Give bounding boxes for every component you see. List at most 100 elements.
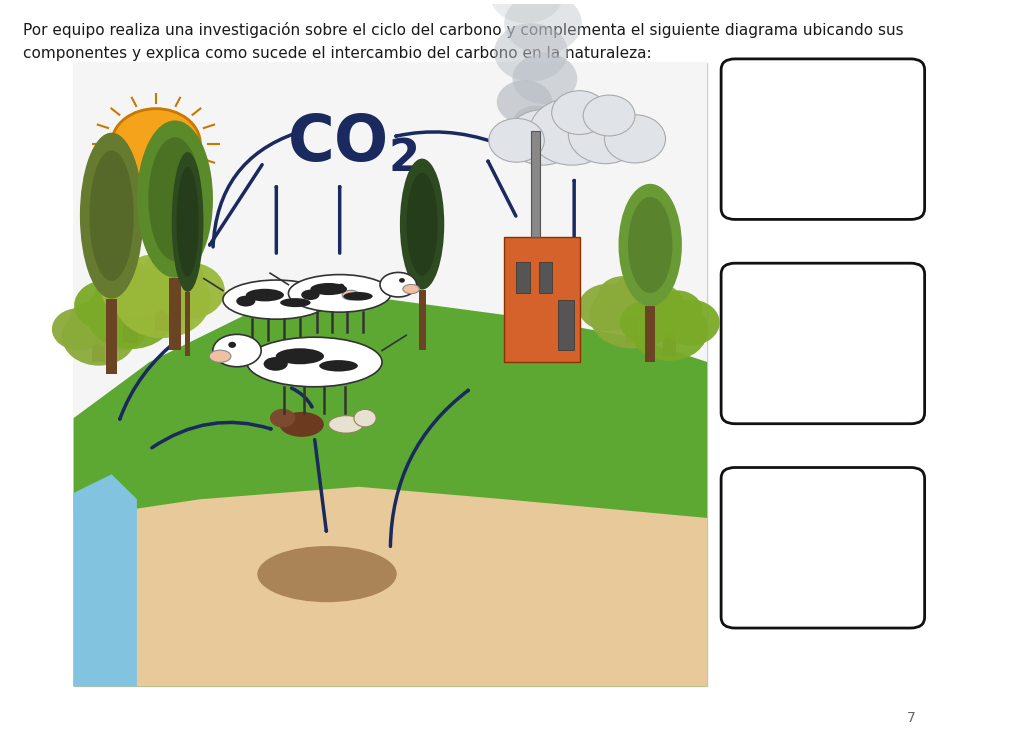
Text: 7: 7 — [906, 711, 916, 725]
Ellipse shape — [310, 283, 347, 295]
Circle shape — [399, 278, 405, 283]
Circle shape — [620, 300, 675, 345]
Circle shape — [87, 279, 175, 349]
Circle shape — [228, 342, 236, 348]
Ellipse shape — [264, 357, 288, 370]
Ellipse shape — [148, 137, 201, 261]
Polygon shape — [625, 316, 637, 343]
Circle shape — [92, 307, 147, 351]
Polygon shape — [93, 337, 105, 362]
Circle shape — [497, 80, 553, 124]
Circle shape — [82, 298, 130, 337]
Circle shape — [584, 95, 635, 136]
Ellipse shape — [246, 337, 383, 387]
Circle shape — [122, 279, 189, 331]
Ellipse shape — [320, 360, 358, 371]
Ellipse shape — [172, 152, 203, 292]
Circle shape — [652, 290, 702, 330]
Ellipse shape — [403, 284, 420, 294]
Circle shape — [507, 110, 577, 165]
Polygon shape — [123, 314, 138, 343]
Ellipse shape — [236, 296, 256, 306]
Circle shape — [124, 255, 181, 300]
Ellipse shape — [176, 167, 199, 277]
FancyBboxPatch shape — [558, 300, 574, 350]
FancyBboxPatch shape — [516, 262, 530, 294]
Circle shape — [489, 118, 544, 162]
FancyBboxPatch shape — [504, 237, 580, 362]
Circle shape — [494, 23, 568, 81]
Text: Síntesis del carbono: Síntesis del carbono — [753, 290, 893, 304]
Circle shape — [101, 263, 170, 318]
Polygon shape — [73, 300, 707, 686]
Ellipse shape — [628, 197, 672, 293]
Circle shape — [140, 251, 203, 300]
Ellipse shape — [301, 289, 320, 300]
Circle shape — [552, 91, 607, 134]
Ellipse shape — [280, 298, 310, 307]
Circle shape — [512, 53, 577, 104]
Circle shape — [338, 283, 344, 289]
Circle shape — [69, 301, 113, 337]
Circle shape — [578, 283, 638, 331]
Circle shape — [110, 269, 168, 314]
Ellipse shape — [209, 350, 231, 362]
FancyBboxPatch shape — [538, 262, 553, 294]
Ellipse shape — [319, 277, 357, 303]
Polygon shape — [73, 475, 137, 686]
FancyBboxPatch shape — [73, 63, 707, 686]
FancyBboxPatch shape — [721, 467, 925, 628]
Polygon shape — [169, 277, 181, 350]
Ellipse shape — [406, 173, 437, 275]
Text: Fijado del carbono: Fijado del carbono — [759, 494, 887, 508]
Ellipse shape — [258, 546, 397, 602]
Ellipse shape — [343, 292, 372, 300]
Circle shape — [630, 300, 708, 361]
Circle shape — [111, 108, 200, 179]
Ellipse shape — [90, 151, 134, 281]
FancyBboxPatch shape — [73, 63, 707, 449]
Circle shape — [114, 262, 210, 338]
Circle shape — [62, 307, 136, 365]
Polygon shape — [155, 300, 170, 331]
Circle shape — [153, 262, 225, 319]
Text: Por equipo realiza una investigación sobre el ciclo del carbono y complementa el: Por equipo realiza una investigación sob… — [23, 22, 903, 61]
Ellipse shape — [245, 289, 284, 301]
Circle shape — [354, 410, 376, 427]
FancyBboxPatch shape — [721, 59, 925, 219]
Circle shape — [530, 98, 614, 165]
Circle shape — [52, 308, 105, 350]
Circle shape — [604, 115, 666, 163]
Polygon shape — [663, 330, 675, 356]
Ellipse shape — [212, 334, 261, 367]
Polygon shape — [645, 306, 656, 362]
Polygon shape — [106, 299, 117, 374]
Ellipse shape — [79, 133, 143, 299]
Circle shape — [598, 276, 647, 316]
Polygon shape — [419, 289, 426, 350]
Circle shape — [512, 106, 559, 142]
Circle shape — [662, 300, 720, 345]
FancyBboxPatch shape — [531, 131, 540, 237]
Ellipse shape — [342, 290, 360, 300]
Circle shape — [95, 272, 148, 314]
Polygon shape — [73, 487, 707, 686]
Ellipse shape — [619, 184, 681, 306]
Ellipse shape — [400, 159, 444, 289]
Ellipse shape — [279, 412, 324, 437]
FancyBboxPatch shape — [721, 263, 925, 424]
Text: Producción del carbono: Producción del carbono — [741, 86, 904, 100]
Circle shape — [612, 273, 667, 316]
Ellipse shape — [223, 280, 330, 319]
Ellipse shape — [137, 120, 213, 277]
Circle shape — [623, 283, 686, 332]
Ellipse shape — [380, 272, 417, 297]
Circle shape — [568, 106, 642, 164]
Circle shape — [74, 280, 138, 331]
Circle shape — [504, 0, 581, 54]
Circle shape — [638, 294, 685, 330]
Circle shape — [490, 0, 563, 23]
Ellipse shape — [329, 415, 364, 433]
Ellipse shape — [289, 275, 391, 312]
Polygon shape — [186, 292, 190, 356]
